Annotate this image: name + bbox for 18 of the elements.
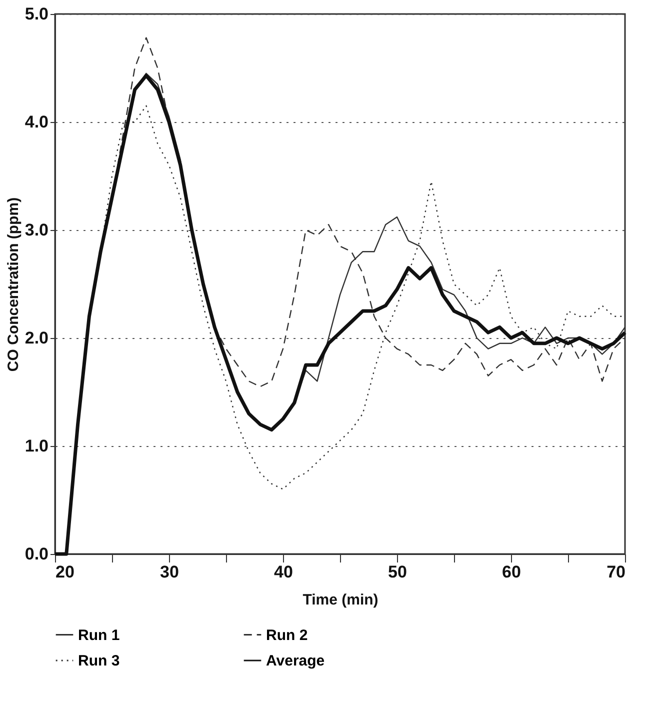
x-tick-label: 50	[388, 562, 407, 582]
x-tick-label: 20	[56, 562, 74, 582]
y-tick-label: 2.0	[24, 328, 48, 348]
x-tick-label: 40	[274, 562, 293, 582]
legend-label: Run 1	[78, 626, 120, 644]
legend-label: Run 3	[78, 652, 120, 670]
legend-label: Average	[266, 652, 325, 670]
x-axis-title: Time (min)	[302, 592, 378, 608]
y-tick-label: 3.0	[24, 220, 48, 240]
y-tick-label: 5.0	[24, 4, 48, 24]
x-tick-label: 60	[502, 562, 521, 582]
y-tick-label: 4.0	[24, 112, 48, 132]
legend-label: Run 2	[266, 626, 308, 644]
y-axis-title: CO Concentration (ppm)	[4, 197, 22, 372]
y-tick-label: 1.0	[24, 436, 48, 456]
y-tick-label: 0.0	[24, 544, 48, 564]
x-tick-label: 30	[160, 562, 179, 582]
x-tick-label: 70	[606, 562, 626, 582]
